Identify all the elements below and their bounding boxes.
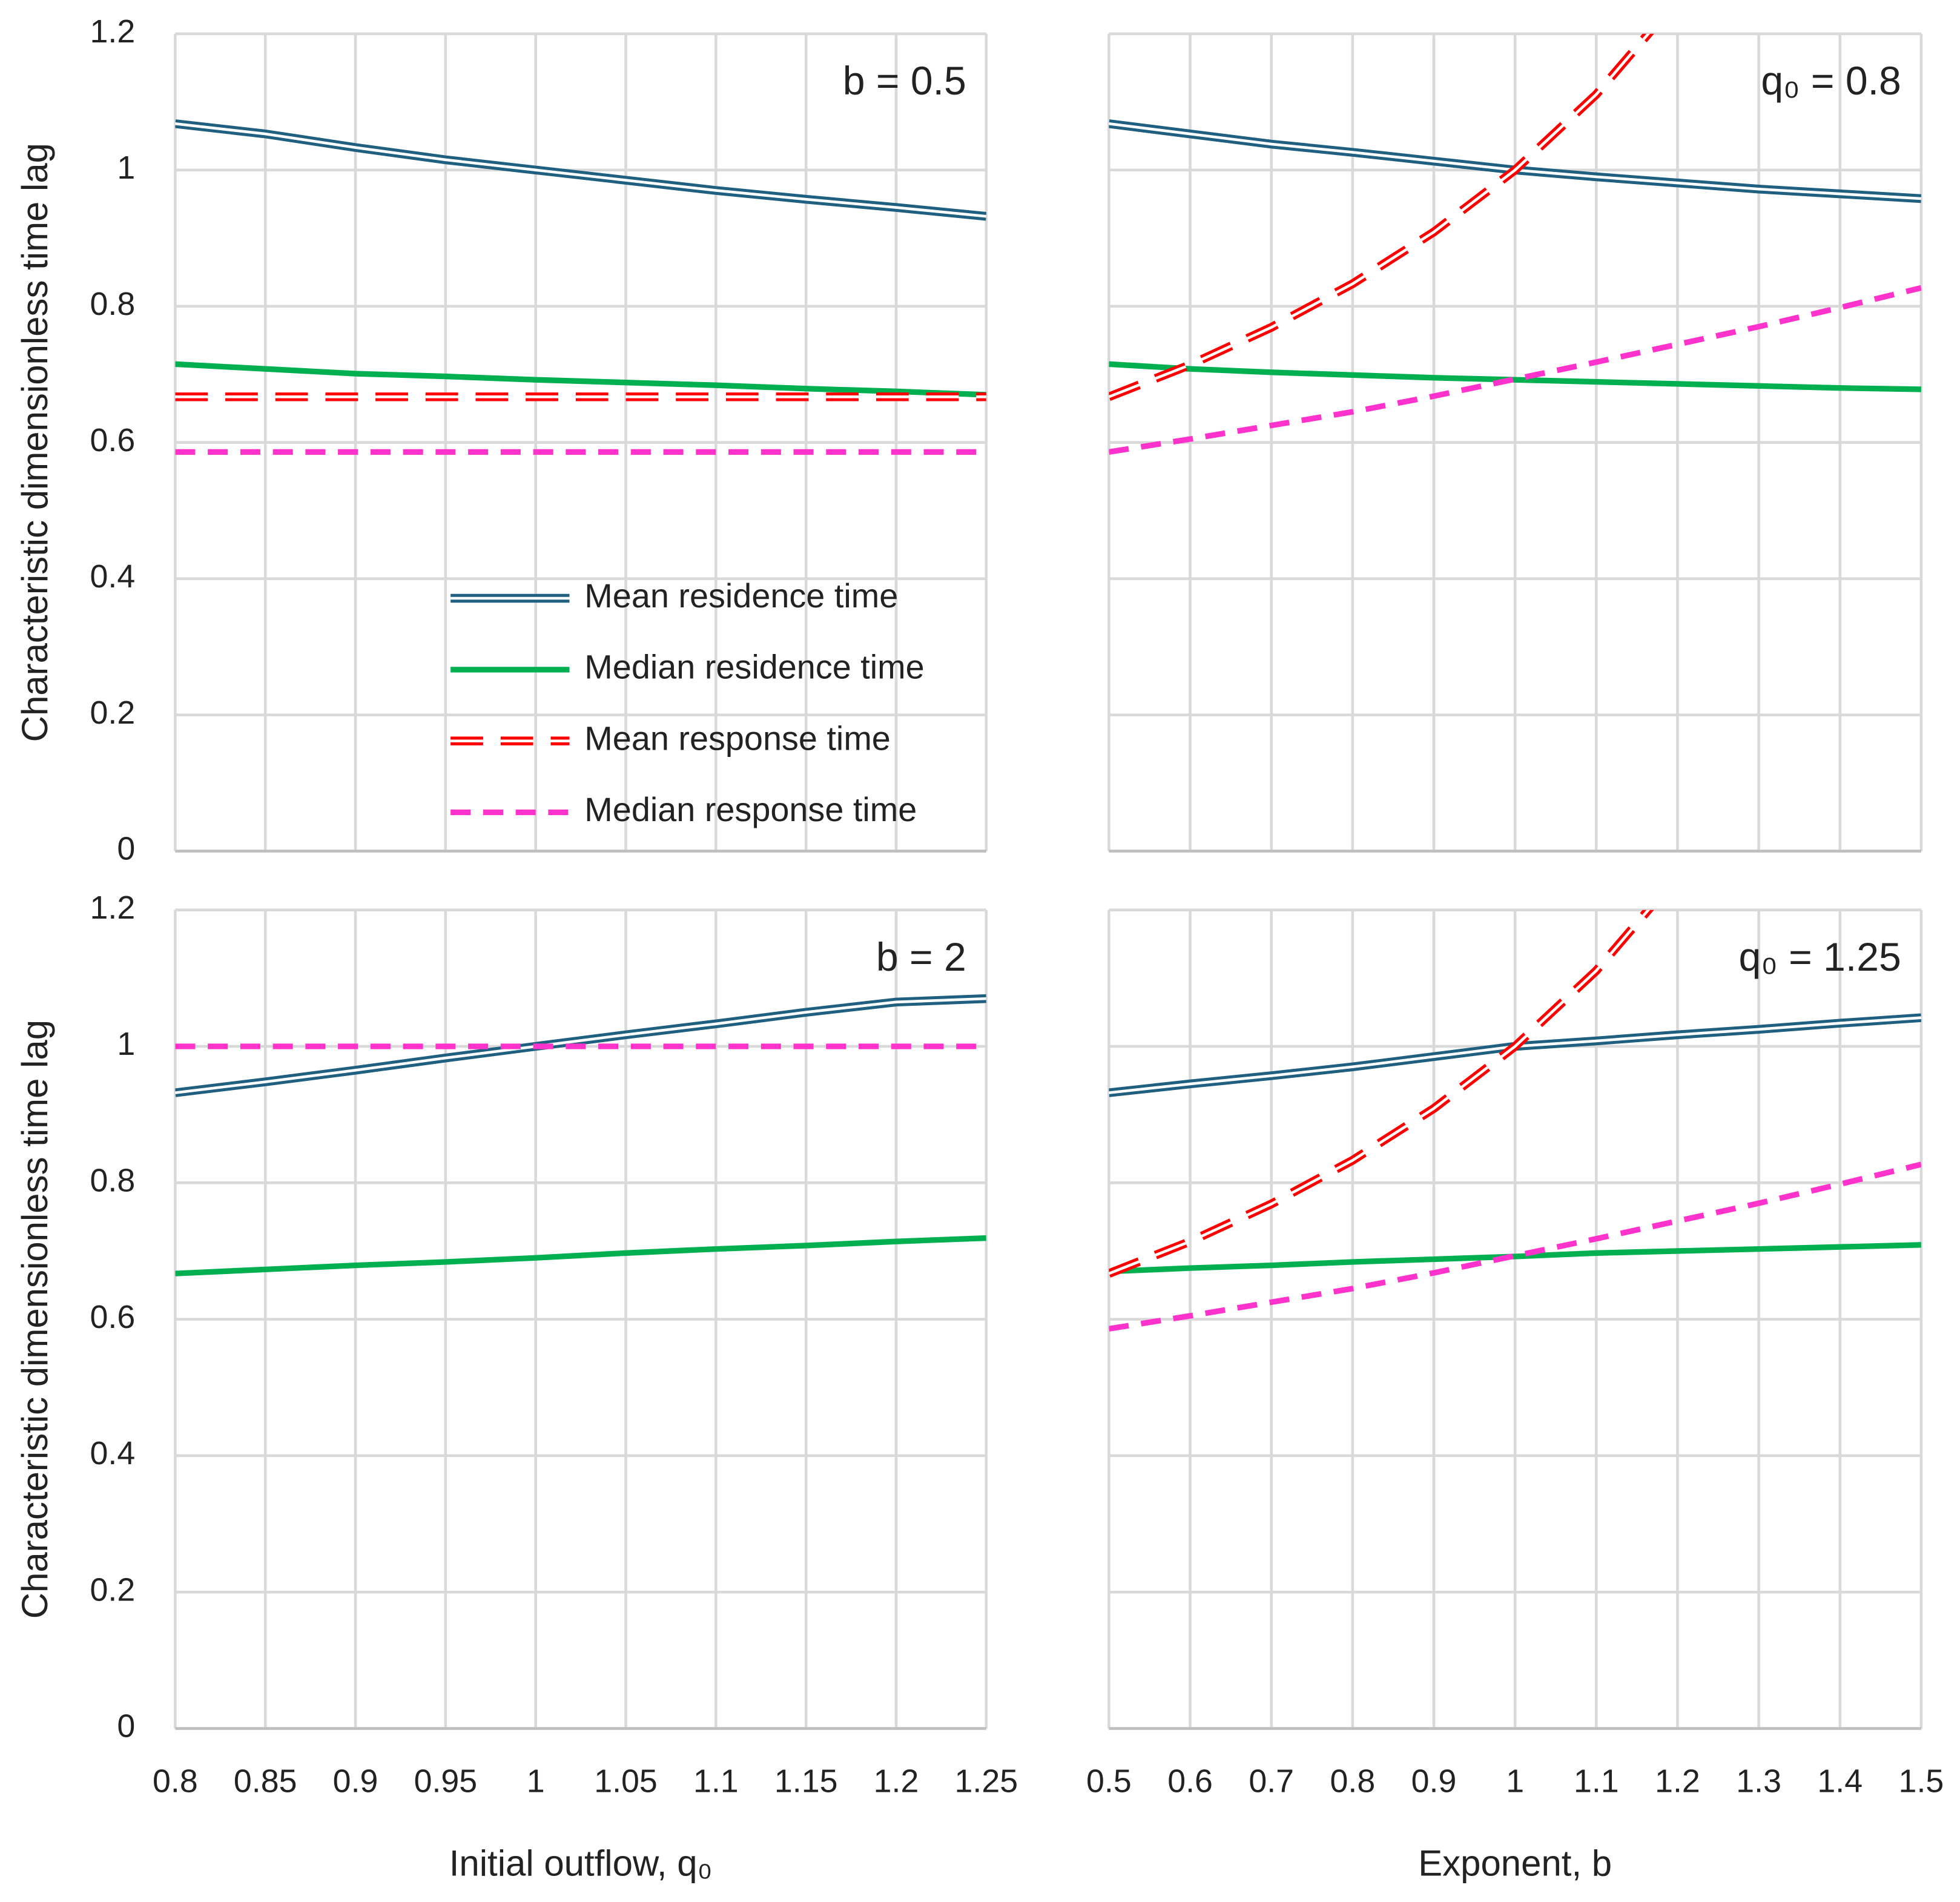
x-tick-label: 1.1 [693, 1763, 739, 1800]
x-axis-label: Exponent, b [1418, 1843, 1612, 1884]
panel-annotation: b = 0.5 [843, 59, 966, 104]
y-tick-label: 0.8 [90, 286, 136, 322]
x-tick-label: 1 [527, 1763, 545, 1800]
x-tick-label: 0.95 [414, 1763, 478, 1800]
x-tick-label: 1.2 [874, 1763, 919, 1800]
x-tick-label: 0.6 [1167, 1763, 1213, 1800]
panel-annotation: q₀ = 1.25 [1739, 935, 1901, 980]
y-axis-label: Characteristic dimensionless time lag [15, 143, 55, 742]
x-tick-label: 0.8 [153, 1763, 198, 1800]
y-tick-label: 1.2 [90, 890, 136, 926]
panel: 0.5 0.6 0.7 0.8 0.9 1 1.1 1.2 1.3 1.4 1.5 q₀ = 1.25… [1086, 908, 1944, 1884]
panel: 0 0.2 0.4 0.6 0.8 1 1.2 0.8 0.85 0.9 0.95 1 1.05 1.1 1… [15, 890, 1018, 1884]
legend-label: Median response time [584, 790, 917, 828]
y-tick-label: 1 [117, 1026, 135, 1062]
x-tick-label: 1 [1506, 1763, 1524, 1800]
series-group [1109, 910, 1921, 1332]
x-tick-label: 0.9 [333, 1763, 378, 1800]
y-tick-label: 1.2 [90, 13, 136, 50]
y-tick-label: 0 [117, 1708, 135, 1745]
x-tick-label: 1.15 [774, 1763, 838, 1800]
panel: q₀ = 0.8 [1107, 32, 1923, 853]
x-tick-label: 0.7 [1249, 1763, 1294, 1800]
series-line-inner [175, 997, 986, 1094]
x-tick-label: 0.8 [1330, 1763, 1376, 1800]
legend-label: Mean response time [584, 719, 891, 757]
series-line [175, 1235, 986, 1276]
x-tick-label: 1.2 [1655, 1763, 1700, 1800]
panel-annotation: b = 2 [876, 935, 966, 980]
y-tick-label: 0.4 [90, 558, 136, 595]
legend-label: Mean residence time [584, 576, 898, 615]
x-tick-label: 0.5 [1086, 1763, 1132, 1800]
x-tick-label: 1.1 [1574, 1763, 1619, 1800]
x-tick-label: 1.25 [955, 1763, 1018, 1800]
x-tick-label: 0.9 [1411, 1763, 1457, 1800]
panel: 0 0.2 0.4 0.6 0.8 1 1.2 b = 0.5 Characteristic d… [15, 13, 988, 867]
series-line [1109, 1161, 1921, 1332]
series-group [175, 994, 986, 1276]
y-tick-label: 0.2 [90, 1571, 136, 1608]
x-tick-label: 1.3 [1736, 1763, 1781, 1800]
x-tick-label: 1.5 [1899, 1763, 1944, 1800]
y-tick-label: 0.2 [90, 695, 136, 731]
x-tick-label: 1.05 [594, 1763, 658, 1800]
series-group [1109, 33, 1921, 455]
x-axis-label: Initial outflow, q₀ [449, 1843, 713, 1884]
y-tick-label: 1 [117, 150, 135, 186]
y-tick-label: 0.8 [90, 1163, 136, 1199]
series-group [175, 119, 986, 455]
series-line [1109, 285, 1921, 455]
legend-label: Median residence time [584, 648, 924, 686]
y-tick-label: 0.6 [90, 1299, 136, 1335]
x-tick-label: 0.85 [234, 1763, 297, 1800]
x-tick-label: 1.4 [1817, 1763, 1863, 1800]
series-line [175, 361, 986, 398]
series-line-inner [175, 122, 986, 218]
y-axis-label: Characteristic dimensionless time lag [15, 1020, 55, 1619]
series-line-inner [1109, 910, 1651, 1275]
y-tick-label: 0.4 [90, 1435, 136, 1471]
series-line [1109, 361, 1921, 392]
series-line-inner [1109, 33, 1651, 398]
y-tick-label: 0.6 [90, 422, 136, 458]
panel-annotation: q₀ = 0.8 [1761, 59, 1901, 104]
y-tick-label: 0 [117, 831, 135, 867]
series-line [1109, 1242, 1921, 1275]
